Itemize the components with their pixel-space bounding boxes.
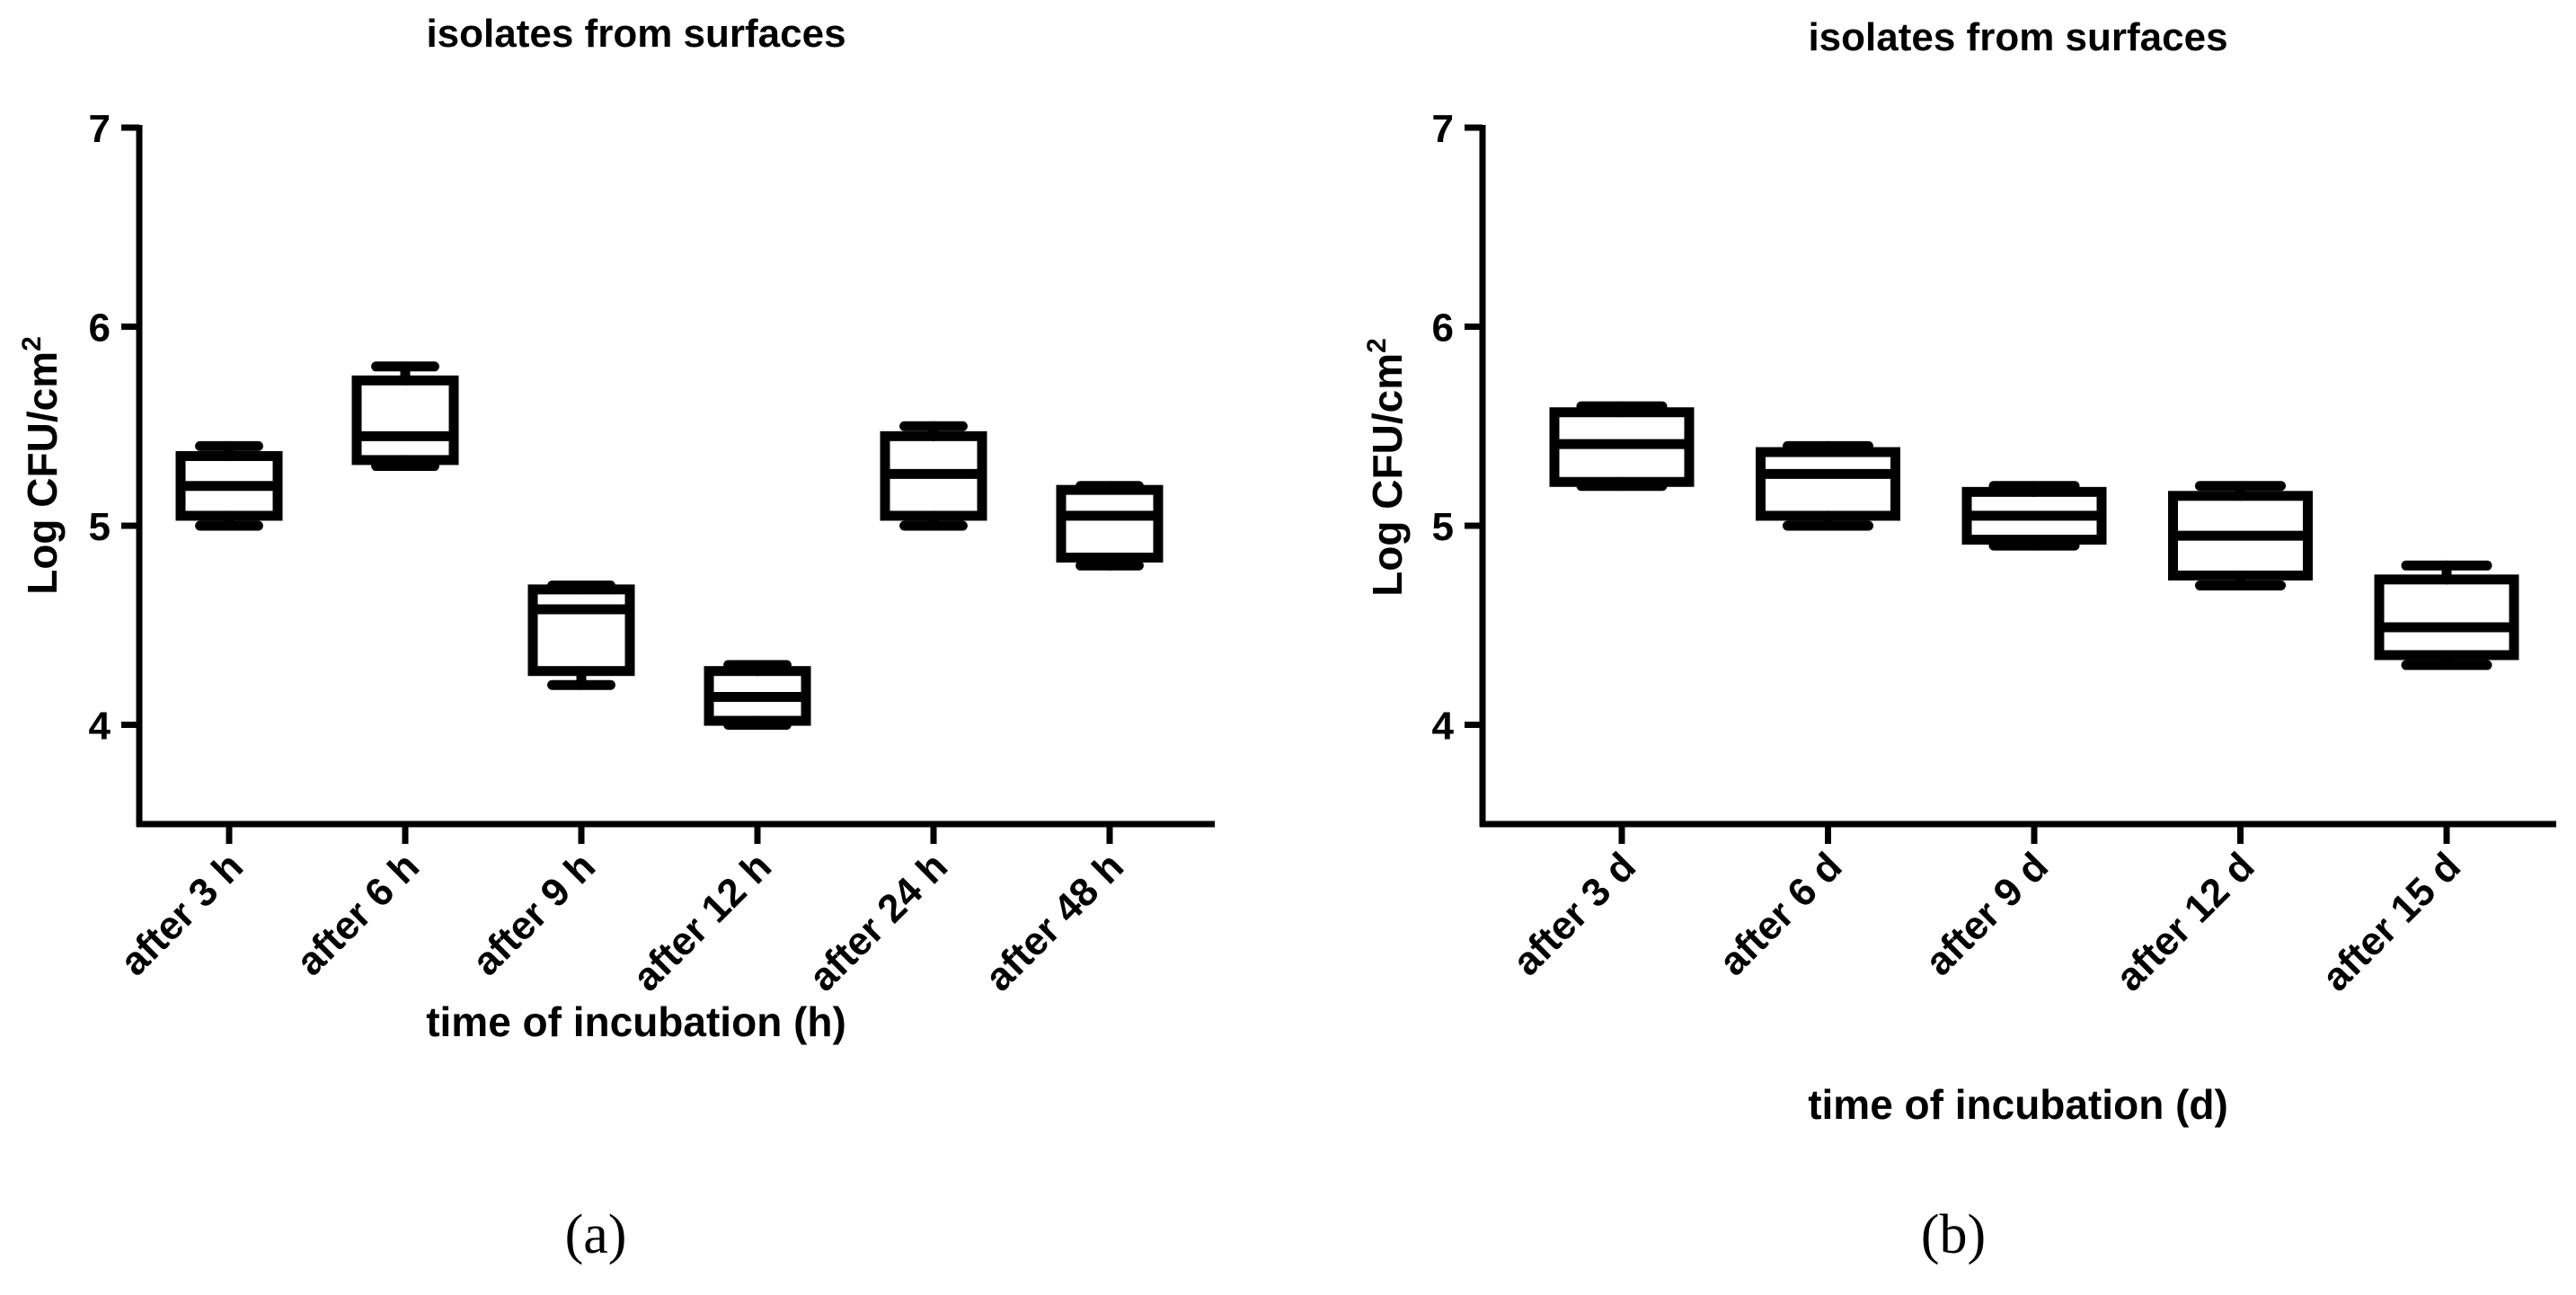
- chart-b-title: isolates from surfaces: [1808, 15, 2227, 59]
- chart-b-y-tick-label: 5: [1432, 505, 1454, 549]
- chart-b-category-label: after 6 d: [1711, 844, 1851, 984]
- chart-b-plot-area: 4 5 6 7 after 3 d after 6 d after 9 d after 12 …: [1432, 107, 2556, 999]
- chart-a-box: [1056, 484, 1164, 563]
- chart-b-category-label: after 12 d: [2108, 844, 2263, 999]
- chart-a-category-label: after 12 h: [624, 844, 780, 999]
- chart-b-box: [1756, 447, 1900, 521]
- chart-a-panel-label: (a): [565, 1204, 627, 1265]
- chart-b-category-label: after 9 d: [1917, 844, 2057, 984]
- chart-b-y-tick-label: 6: [1432, 306, 1454, 350]
- chart-b-category-label: after 15 d: [2314, 844, 2469, 999]
- chart-b-y-axis-label: Log CFU/cm2: [1362, 338, 1411, 597]
- chart-b-y-axis-label-text: Log CFU/cm: [1364, 353, 1411, 597]
- chart-a-y-axis-label-text: Log CFU/cm: [19, 351, 66, 595]
- chart-b-x-axis-label: time of incubation (d): [1808, 1081, 2228, 1128]
- chart-a-category-label: after 9 h: [464, 844, 604, 984]
- chart-a-y-tick-label: 7: [89, 107, 111, 151]
- chart-a-plot-area: 4 5 6 7 after 3 h after 6 h after 9 h after 12 …: [89, 107, 1215, 999]
- chart-a-x-axis-label: time of incubation (h): [426, 998, 846, 1045]
- chart-a-title: isolates from surfaces: [426, 12, 845, 56]
- chart-a-category-label: after 3 h: [111, 844, 252, 984]
- chart-a-category-label: after 6 h: [288, 844, 428, 984]
- chart-a-y-tick-label: 5: [89, 505, 111, 549]
- chart-a-y-axis-label: Log CFU/cm2: [17, 336, 66, 595]
- chart-b-panel-label: (b): [1921, 1204, 1986, 1265]
- chart-b-y-tick-label: 7: [1432, 107, 1454, 151]
- chart-b-category-label: after 3 d: [1504, 844, 1644, 984]
- chart-b-y-axis-label-sup: 2: [1362, 338, 1392, 353]
- chart-b-y-tick-label: 4: [1432, 705, 1455, 749]
- chart-a-y-tick-label: 4: [89, 705, 111, 749]
- chart-a-box: [527, 584, 635, 677]
- chart-a-box: [351, 375, 459, 466]
- chart-a-category-label: after 48 h: [977, 844, 1132, 999]
- chart-a-y-axis-label-sup: 2: [17, 336, 47, 351]
- chart-a-category-label: after 24 h: [801, 844, 956, 999]
- chart-a-y-tick-label: 6: [89, 306, 111, 350]
- chart-b-box: [2374, 574, 2519, 661]
